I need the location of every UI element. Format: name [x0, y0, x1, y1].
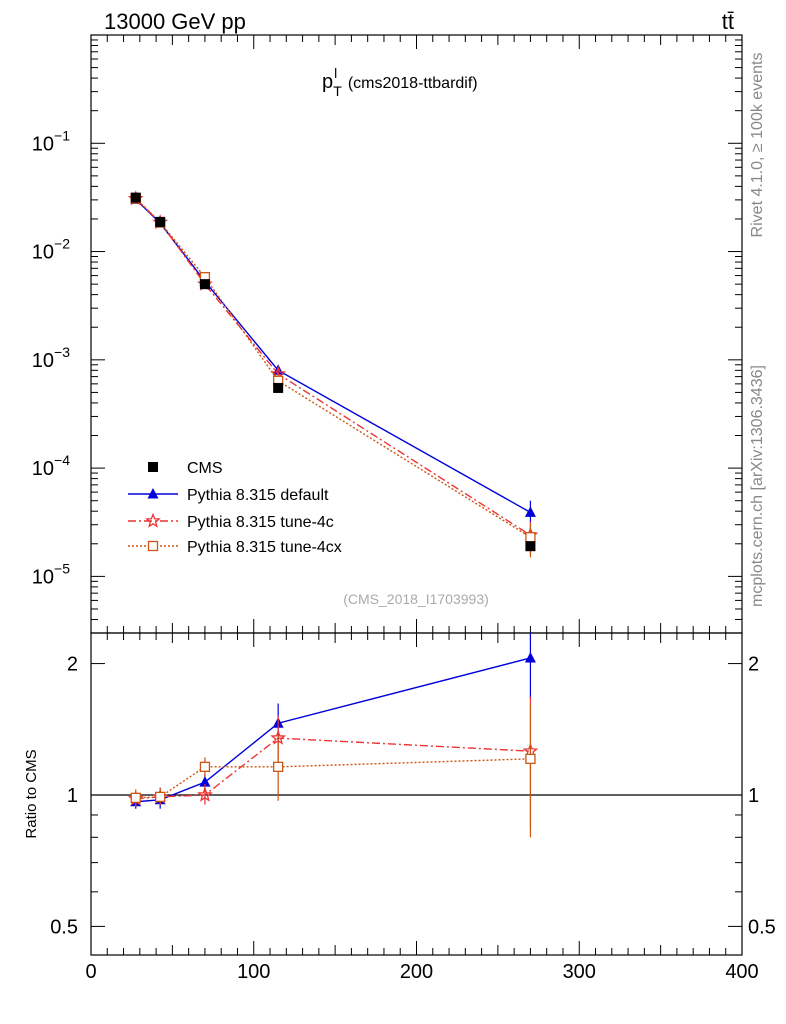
x-tick-label: 100: [237, 961, 270, 983]
main-series: [127, 190, 539, 558]
rivet-version-label: Rivet 4.1.0, ≥ 100k events: [749, 53, 766, 238]
x-tick-label: 0: [85, 961, 96, 983]
[object Object]-point-pythia-8-315-tune-4cx: [130, 792, 141, 804]
main-y-tick-labels: 10−510−410−310−210−1: [32, 127, 70, 588]
main-y-tick-label: 10−3: [32, 344, 70, 372]
x-tick-label: 300: [563, 961, 596, 983]
main-y-tick-label-base: 10: [32, 566, 54, 588]
main-y-tick-label: 10−1: [32, 127, 70, 155]
ratio-y-tick-label-left: 2: [67, 654, 78, 676]
ratio-y-tick-label-right: 2: [748, 654, 759, 676]
legend-label-cms: CMS: [187, 460, 223, 477]
main-y-tick-label: 10−5: [32, 560, 70, 588]
ratio-plot-panel: 0.5 0.5 1 1 2 2 0 100 200 300 400 Ratio to CMS: [23, 632, 776, 983]
[object Object]-point-cms: [155, 216, 166, 227]
ratio-tick-labels: 0.5 0.5 1 1 2 2 0 100 200 300 400: [50, 654, 776, 983]
main-y-tick-label-exponent: −5: [54, 560, 70, 576]
collision-label: 13000 GeV pp: [104, 9, 246, 34]
legend-marker-cms: [148, 462, 158, 472]
legend-marker-pythia-8-315-default: [147, 488, 159, 499]
ratio-y-tick-label-right: 0.5: [748, 916, 776, 938]
plot-title-main: p: [322, 71, 333, 93]
[object Object]-line-pythia-8-315-tune-4cx: [135, 758, 531, 799]
main-y-tick-label: 10−4: [32, 452, 70, 480]
x-tick-label: 400: [725, 961, 758, 983]
plot-title-suffix: (cms2018-ttbardif): [348, 75, 478, 92]
main-y-tick-label-base: 10: [32, 350, 54, 372]
legend: CMS Pythia 8.315 default Pythia 8.315 tune…: [128, 460, 342, 556]
[object Object]-point-cms: [525, 541, 536, 552]
source-label: mcplots.cern.ch [arXiv:1306.3436]: [749, 365, 766, 607]
process-label: tt̄: [722, 9, 734, 34]
[object Object]-point-pythia-8-315-default: [524, 651, 536, 663]
[object Object]-series-pythia-8-315-tune-4c: [127, 696, 539, 829]
main-ticks: [90, 34, 743, 634]
[object Object]-point-pythia-8-315-default: [524, 506, 536, 517]
main-y-tick-label: 10−2: [32, 236, 70, 264]
legend-marker-pythia-8-315-tune-4c: [145, 512, 161, 528]
[object Object]-series-pythia-8-315-default: [130, 633, 536, 809]
main-y-tick-label-base: 10: [32, 133, 54, 155]
main-y-tick-label-base: 10: [32, 458, 54, 480]
[object Object]-point-pythia-8-315-tune-4cx: [155, 791, 166, 803]
[object Object]-point-pythia-8-315-tune-4cx: [525, 532, 536, 543]
[object Object]-line-pythia-8-315-tune-4c: [135, 737, 531, 800]
analysis-label: (CMS_2018_I1703993): [343, 591, 489, 607]
x-tick-label: 200: [400, 961, 433, 983]
[object Object]-point-pythia-8-315-tune-4c: [197, 786, 213, 802]
ratio-plot-frame: [90, 632, 743, 956]
main-y-tick-label-exponent: −2: [54, 236, 70, 252]
ratio-ticks: [90, 633, 743, 955]
ratio-series: [91, 633, 742, 838]
ratio-y-tick-label-right: 1: [748, 785, 759, 807]
legend-label-pythia-8-315-tune-4c: Pythia 8.315 tune-4c: [187, 514, 334, 531]
[object Object]-series-cms: [130, 192, 536, 552]
plot-title-superscript: l: [334, 65, 337, 81]
[object Object]-point-pythia-8-315-tune-4cx: [525, 753, 536, 765]
legend-label-pythia-8-315-default: Pythia 8.315 default: [187, 487, 329, 504]
[object Object]-point-cms: [130, 192, 141, 203]
main-plot-panel: 10−510−410−310−210−1 pl T (cms2018-ttbardi…: [32, 34, 743, 634]
[object Object]-series-pythia-8-315-tune-4cx: [130, 703, 536, 838]
[object Object]-line-pythia-8-315-default: [135, 657, 531, 803]
legend-label-pythia-8-315-tune-4cx: Pythia 8.315 tune-4cx: [187, 539, 342, 556]
plot-title: pl T (cms2018-ttbardif): [322, 65, 478, 99]
main-y-tick-label-exponent: −3: [54, 344, 70, 360]
ratio-y-tick-label-left: 0.5: [50, 916, 78, 938]
[object Object]-line-pythia-8-315-tune-4c: [135, 198, 531, 536]
legend-marker-pythia-8-315-tune-4cx: [147, 540, 159, 552]
[object Object]-point-cms: [273, 382, 284, 393]
[object Object]-point-pythia-8-315-tune-4cx: [273, 761, 284, 773]
ratio-y-axis-title: Ratio to CMS: [23, 749, 40, 838]
[object Object]-point-cms: [199, 279, 210, 290]
[object Object]-point-pythia-8-315-tune-4cx: [199, 761, 211, 773]
[object Object]-point-pythia-8-315-default: [199, 776, 211, 787]
main-y-tick-label-base: 10: [32, 242, 54, 264]
ratio-y-tick-label-left: 1: [67, 785, 78, 807]
plot-title-subscript: T: [333, 83, 342, 99]
main-y-tick-label-exponent: −1: [54, 127, 70, 143]
main-y-tick-label-exponent: −4: [54, 452, 70, 468]
